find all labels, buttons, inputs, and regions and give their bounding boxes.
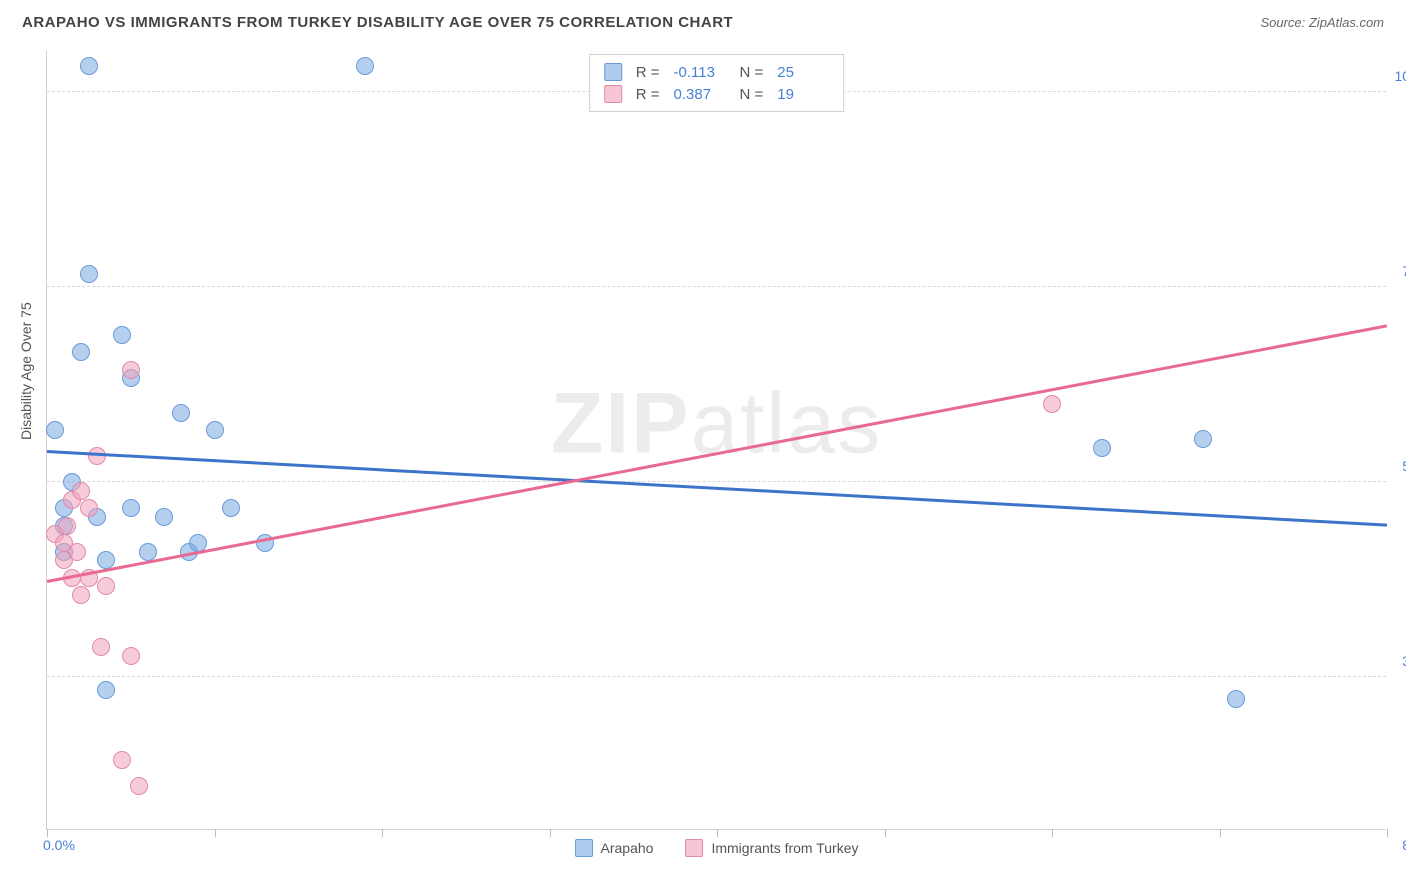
scatter-point — [80, 499, 98, 517]
legend-swatch-pink — [685, 839, 703, 857]
trend-line — [47, 450, 1387, 526]
gridline — [47, 286, 1386, 287]
stat-label-r: R = — [636, 64, 660, 81]
scatter-point — [155, 508, 173, 526]
legend-label: Immigrants from Turkey — [711, 840, 858, 856]
scatter-point — [1093, 439, 1111, 457]
scatter-point — [130, 777, 148, 795]
title-bar: ARAPAHO VS IMMIGRANTS FROM TURKEY DISABI… — [0, 0, 1406, 41]
x-axis-max-label: 80.0% — [1402, 837, 1406, 853]
scatter-point — [58, 517, 76, 535]
stat-value-r: -0.113 — [674, 64, 726, 81]
legend-swatch-blue — [575, 839, 593, 857]
scatter-point — [1043, 395, 1061, 413]
gridline — [47, 481, 1386, 482]
stat-value-n: 25 — [777, 64, 829, 81]
scatter-point — [222, 499, 240, 517]
legend-item: Arapaho — [575, 839, 654, 857]
y-tick-label: 55.0% — [1402, 458, 1406, 474]
scatter-point — [113, 326, 131, 344]
stat-label-n: N = — [740, 86, 764, 103]
scatter-point — [1194, 430, 1212, 448]
scatter-point — [97, 681, 115, 699]
scatter-point — [139, 543, 157, 561]
scatter-point — [92, 638, 110, 656]
stats-row: R = -0.113 N = 25 — [604, 61, 830, 83]
series-swatch-pink — [604, 85, 622, 103]
x-tick — [1387, 829, 1388, 837]
x-axis-min-label: 0.0% — [43, 837, 75, 853]
y-axis-title: Disability Age Over 75 — [18, 302, 34, 440]
y-tick-label: 32.5% — [1402, 653, 1406, 669]
scatter-point — [46, 421, 64, 439]
scatter-point — [97, 577, 115, 595]
scatter-point — [113, 751, 131, 769]
x-tick — [1052, 829, 1053, 837]
watermark-light: atlas — [691, 375, 883, 471]
stats-row: R = 0.387 N = 19 — [604, 83, 830, 105]
stat-label-r: R = — [636, 86, 660, 103]
stat-label-n: N = — [740, 64, 764, 81]
y-tick-label: 77.5% — [1402, 263, 1406, 279]
legend-item: Immigrants from Turkey — [685, 839, 858, 857]
source-attribution: Source: ZipAtlas.com — [1260, 15, 1384, 30]
scatter-point — [72, 482, 90, 500]
scatter-point — [206, 421, 224, 439]
x-tick — [717, 829, 718, 837]
x-tick — [382, 829, 383, 837]
stat-value-r: 0.387 — [674, 86, 726, 103]
y-tick-label: 100.0% — [1395, 68, 1406, 84]
chart-title: ARAPAHO VS IMMIGRANTS FROM TURKEY DISABI… — [22, 14, 733, 31]
scatter-point — [1227, 690, 1245, 708]
scatter-point — [68, 543, 86, 561]
x-tick — [550, 829, 551, 837]
x-tick — [215, 829, 216, 837]
legend-label: Arapaho — [601, 840, 654, 856]
scatter-point — [80, 265, 98, 283]
scatter-point — [122, 361, 140, 379]
watermark: ZIPatlas — [551, 374, 882, 473]
scatter-point — [356, 57, 374, 75]
chart-plot-area: ZIPatlas 32.5%55.0%77.5%100.0% 0.0% 80.0… — [46, 50, 1386, 830]
scatter-point — [88, 447, 106, 465]
scatter-point — [122, 499, 140, 517]
scatter-point — [72, 343, 90, 361]
gridline — [47, 676, 1386, 677]
stat-value-n: 19 — [777, 86, 829, 103]
x-tick — [47, 829, 48, 837]
scatter-point — [80, 57, 98, 75]
x-tick — [1220, 829, 1221, 837]
x-tick — [885, 829, 886, 837]
bottom-legend: Arapaho Immigrants from Turkey — [575, 839, 859, 857]
scatter-point — [172, 404, 190, 422]
correlation-stats-box: R = -0.113 N = 25 R = 0.387 N = 19 — [589, 54, 845, 112]
scatter-point — [122, 647, 140, 665]
watermark-bold: ZIP — [551, 375, 691, 471]
scatter-point — [72, 586, 90, 604]
trend-line — [47, 324, 1387, 582]
series-swatch-blue — [604, 63, 622, 81]
